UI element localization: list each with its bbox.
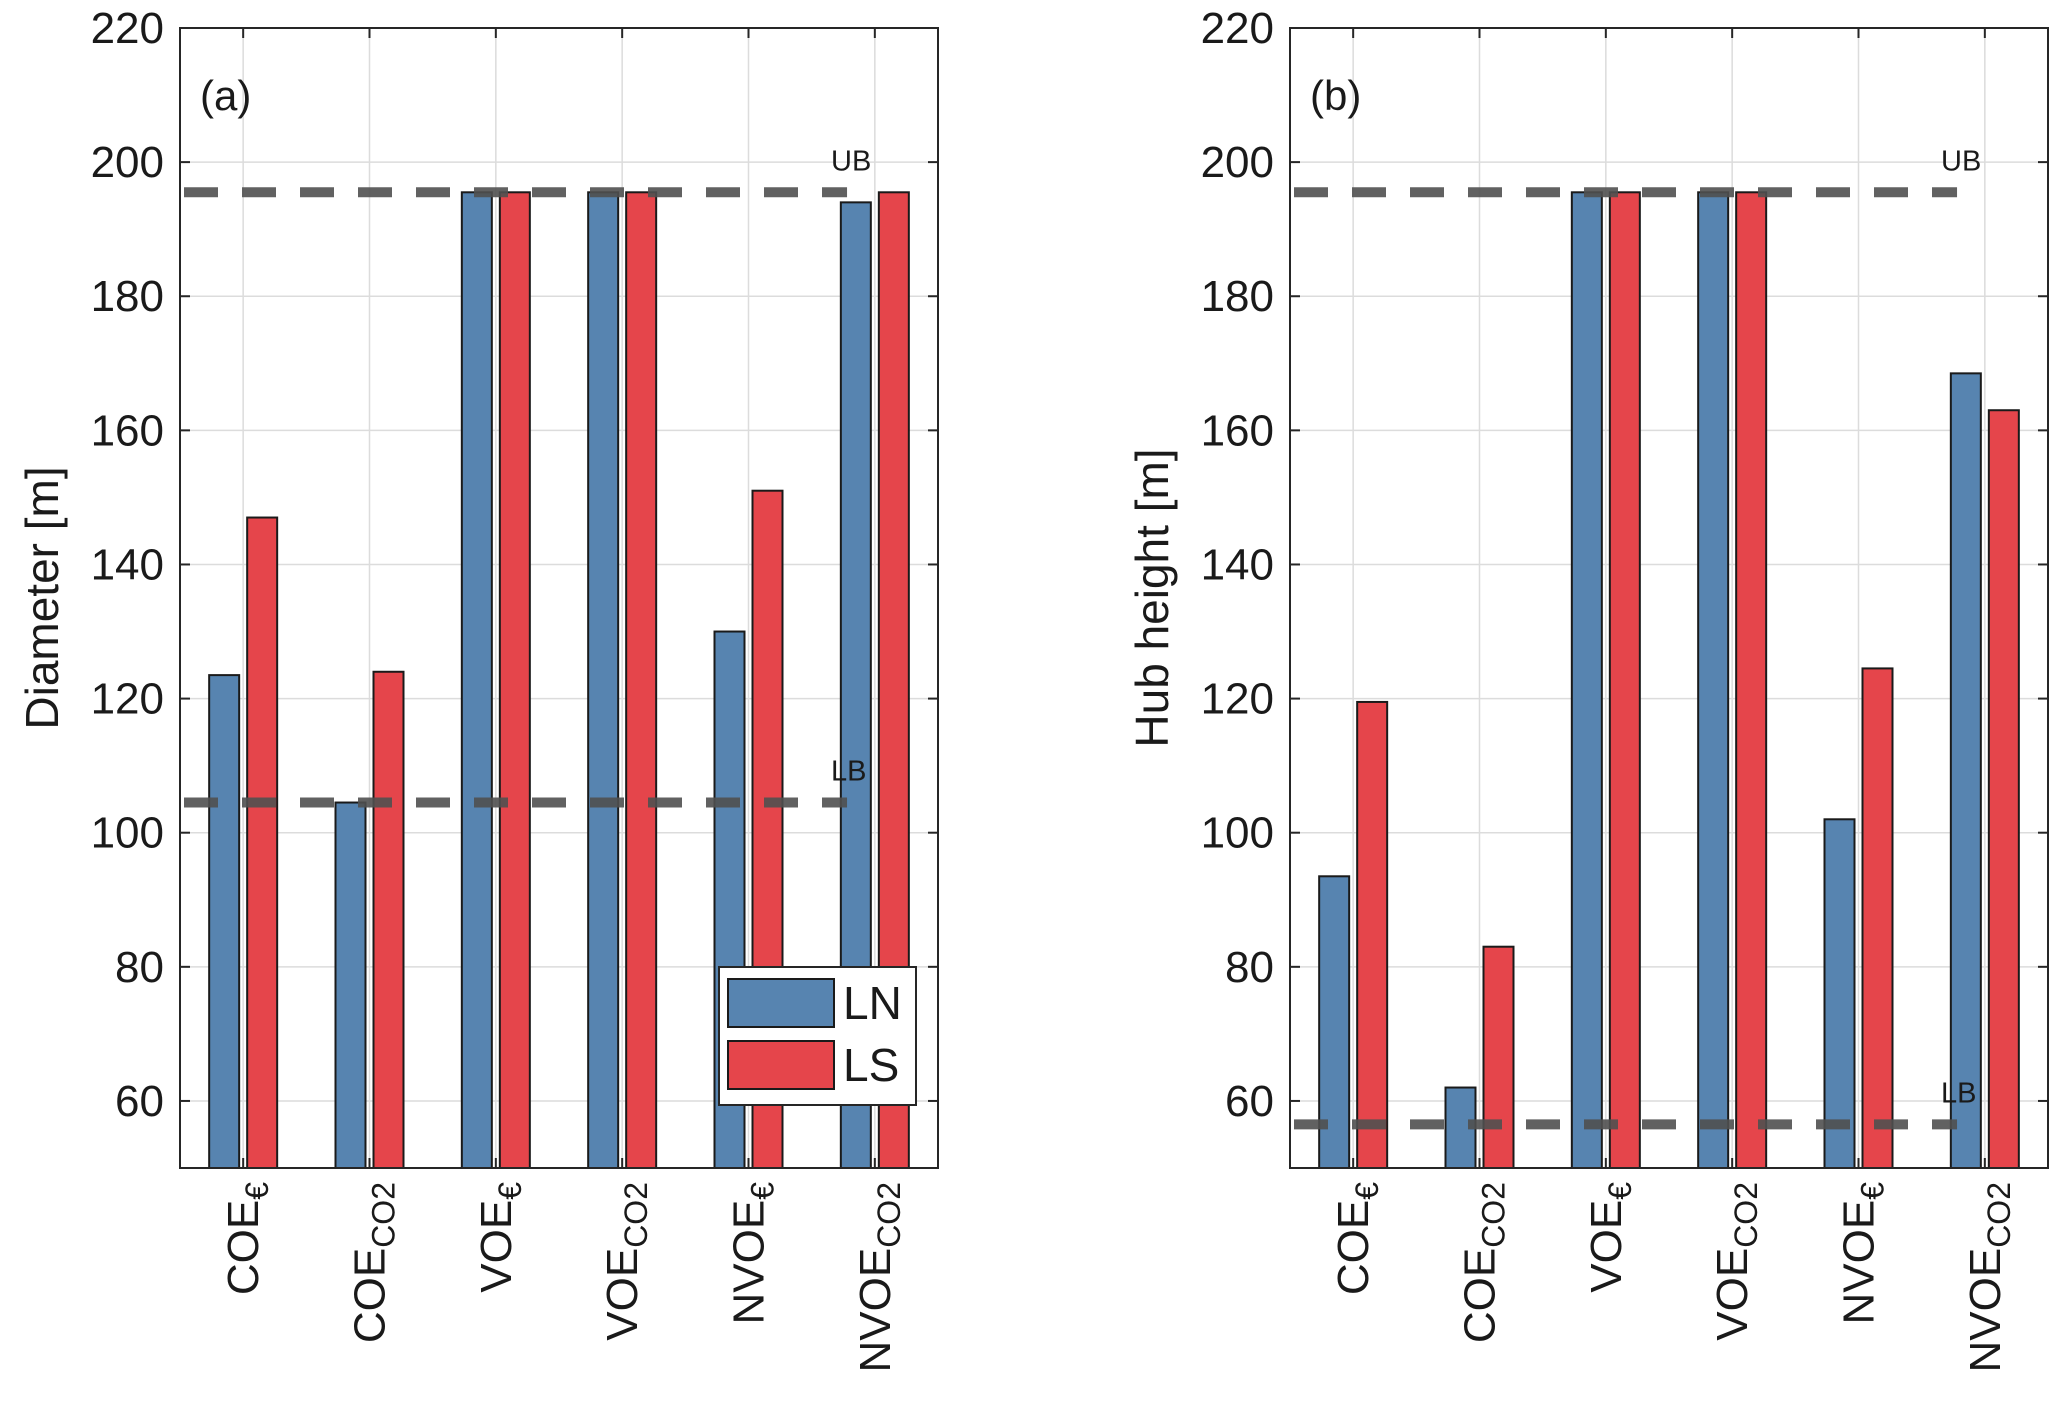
y-tick-label: 220 (1201, 4, 1274, 53)
y-axis-label: Diameter [m] (16, 466, 68, 729)
x-tick-label: COECO2 (1456, 1182, 1512, 1343)
bar-ln-1 (208, 674, 241, 1170)
bar-ls-5 (1861, 667, 1894, 1169)
y-tick-label: 60 (115, 1077, 164, 1126)
y-tick-label: 100 (91, 809, 164, 858)
plot-area (1290, 28, 2048, 1168)
y-tick-label: 60 (1225, 1077, 1274, 1126)
x-tick-label: VOE€ (472, 1182, 528, 1293)
y-axis-label: Hub height [m] (1126, 448, 1178, 747)
y-tick-label: 160 (1201, 406, 1274, 455)
y-tick-label: 180 (1201, 272, 1274, 321)
y-tick-label: 140 (91, 540, 164, 589)
legend-label-ln: LN (843, 977, 902, 1029)
axis-box (179, 27, 939, 1169)
bar-ln-3 (460, 191, 493, 1169)
y-tick-label: 80 (1225, 943, 1274, 992)
x-tick-label: COECO2 (346, 1182, 402, 1343)
bar-ln-4 (587, 191, 620, 1169)
bar-ln-5 (1823, 818, 1856, 1169)
x-tick-label: NVOE€ (725, 1182, 781, 1325)
chart-panel-b: UB LB 60 80 100 120 140 160 180 200 220 COE€ COECO2 V… (1126, 4, 2049, 1373)
legend: LN LS (718, 966, 917, 1106)
bar-ls-3 (1608, 191, 1641, 1169)
bar-ls-1 (246, 516, 279, 1169)
y-tick-label: 80 (115, 943, 164, 992)
x-tick-label: COE€ (1329, 1182, 1385, 1295)
bar-ls-4 (625, 191, 658, 1169)
y-tick-label: 180 (91, 272, 164, 321)
y-tick-label: 220 (91, 4, 164, 53)
x-tick-label: NVOECO2 (851, 1182, 907, 1373)
y-tick-label: 120 (1201, 675, 1274, 724)
legend-swatch-ls (727, 1040, 835, 1090)
bound-label-ub: UB (831, 145, 871, 177)
x-tick-label: VOE€ (1582, 1182, 1638, 1293)
y-tick-label: 140 (1201, 540, 1274, 589)
x-tick-label: NVOE€ (1835, 1182, 1891, 1325)
bar-ln-1 (1318, 875, 1351, 1169)
bar-ln-3 (1570, 191, 1603, 1169)
chart-panel-a: UB LB 60 80 100 120 140 160 180 200 220 COE€ COECO2 V… (16, 4, 939, 1373)
y-tick-label: 100 (1201, 809, 1274, 858)
x-tick-label: COE€ (219, 1182, 275, 1295)
bar-ls-6 (1987, 409, 2020, 1169)
x-tick-label: VOECO2 (598, 1182, 654, 1341)
y-tick-label: 200 (91, 138, 164, 187)
y-tick-label: 160 (91, 406, 164, 455)
bar-ls-2 (1482, 945, 1515, 1169)
x-tick-label: NVOECO2 (1961, 1182, 2017, 1373)
y-tick-label: 120 (91, 675, 164, 724)
panel-label: (a) (200, 72, 251, 119)
bar-ls-2 (372, 670, 405, 1169)
legend-swatch-ln (727, 978, 835, 1028)
y-tick-label: 200 (1201, 138, 1274, 187)
axis-box (1289, 27, 2049, 1169)
x-tick-label: VOECO2 (1708, 1182, 1764, 1341)
bar-ls-1 (1356, 700, 1389, 1169)
panel-label: (b) (1310, 72, 1361, 119)
bar-ln-2 (334, 801, 367, 1169)
bar-ls-3 (498, 191, 531, 1169)
bar-ln-6 (1949, 372, 1982, 1169)
bar-ln-4 (1697, 191, 1730, 1169)
bound-label-lb: LB (1941, 1077, 1976, 1109)
grid (1290, 27, 2048, 1168)
bar-ls-4 (1735, 191, 1768, 1169)
legend-label-ls: LS (843, 1039, 899, 1091)
bound-label-lb: LB (831, 756, 866, 788)
bound-label-ub: UB (1941, 145, 1981, 177)
